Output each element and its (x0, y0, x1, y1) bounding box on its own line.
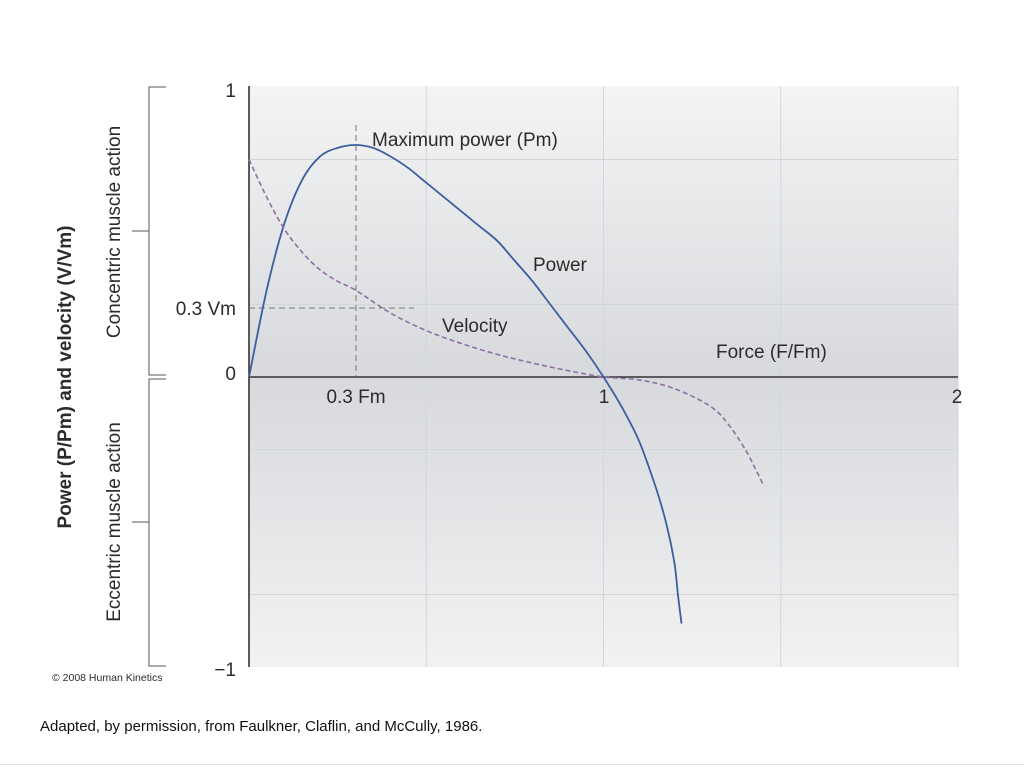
concentric-bracket (148, 86, 166, 376)
figure-caption: Adapted, by permission, from Faulkner, C… (40, 718, 483, 735)
x-tick-2: 2 (952, 387, 963, 408)
footer-divider (0, 764, 1024, 765)
y-axis-label: Power (P/Pm) and velocity (V/Vm) (55, 225, 76, 528)
region-label-concentric: Concentric muscle action (104, 126, 125, 338)
copyright-text: © 2008 Human Kinetics (52, 672, 162, 684)
power-series-line (248, 144, 683, 624)
y-tick-minus-1: −1 (214, 660, 236, 681)
region-label-eccentric: Eccentric muscle action (104, 422, 125, 622)
y-tick-0: 0 (225, 364, 236, 385)
x-tick-0-3-fm: 0.3 Fm (326, 387, 385, 408)
x-tick-1: 1 (599, 387, 610, 408)
eccentric-bracket (148, 378, 166, 667)
x-axis-label: Force (F/Fm) (716, 342, 827, 363)
y-tick-0-3-vm: 0.3 Vm (176, 299, 236, 320)
annotation-power: Power (533, 255, 588, 276)
velocity-series-line (248, 159, 764, 485)
annotation-velocity: Velocity (442, 316, 508, 337)
annotation-max-power: Maximum power (Pm) (372, 130, 558, 151)
series-layer (248, 144, 764, 624)
y-tick-1: 1 (225, 81, 236, 102)
